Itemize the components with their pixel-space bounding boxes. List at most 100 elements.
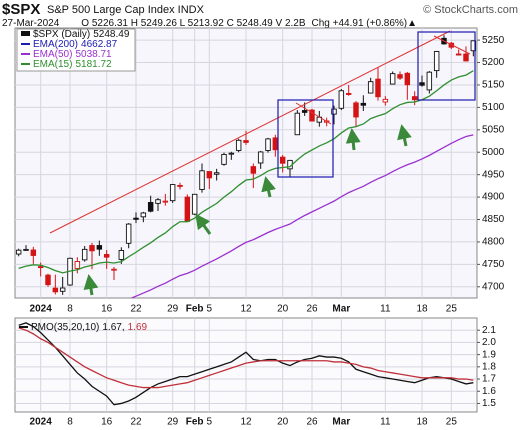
x-tick-label: 16 (101, 304, 113, 315)
series-line (18, 322, 474, 406)
candle-body (228, 152, 235, 155)
x-tick-label: Mar (332, 304, 350, 315)
candle-body (360, 102, 367, 106)
candle-body (118, 250, 125, 260)
candle-body (419, 82, 425, 86)
y-tick-label: 4800 (482, 237, 505, 248)
candle-body (162, 200, 169, 203)
x-tick-label: 26 (306, 304, 318, 315)
legend: PMO(35,20,10) 1.67, 1.69 (19, 322, 148, 333)
x-tick-label: 12 (240, 417, 252, 428)
candle-body (191, 193, 198, 215)
candle-body (389, 73, 396, 85)
legend-swatch (21, 31, 30, 36)
candle-body (272, 137, 279, 151)
series-line (18, 70, 474, 274)
legend-name: $SPX (Daily) (33, 29, 90, 40)
legend-box (16, 28, 136, 72)
x-tick-label: 12 (240, 304, 252, 315)
y-tick-label: 1.8 (482, 361, 496, 372)
candle-body (411, 96, 418, 101)
candle-body (59, 287, 66, 292)
y-tick-label: 5200 (482, 57, 505, 68)
x-tick-label: 16 (101, 417, 113, 428)
x-tick-label: 25 (446, 304, 458, 315)
candle-body (15, 249, 22, 255)
candle-body (125, 223, 132, 244)
candle-body (206, 171, 213, 179)
highlight-box (277, 99, 334, 178)
flag-line (295, 102, 332, 125)
candle-body (147, 202, 154, 212)
legend-name: EMA(15) (33, 59, 72, 70)
candle-body (177, 184, 183, 187)
x-tick-label: 5 (207, 304, 213, 315)
x-tick-label: 8 (67, 304, 73, 315)
candle-body (338, 90, 345, 109)
arrow (83, 274, 99, 296)
y-tick-label: 2.1 (482, 325, 496, 336)
x-tick-label: 20 (277, 304, 289, 315)
panel: 1.51.61.7 1.81.92.02.1 2024 8 16 22 29 Feb 5 12 20… (14, 317, 496, 428)
candle-body (250, 166, 257, 174)
candle-body (257, 151, 264, 164)
candle-body (426, 71, 433, 91)
panel: 4700 4750 4800 4850 4900 4950 5000 5050 5100 5150… (14, 27, 505, 315)
candle-body (463, 53, 469, 62)
x-tick-label: 20 (277, 417, 289, 428)
y-tick-label: 4700 (482, 281, 505, 292)
legend-value: 1.67, (102, 322, 124, 333)
candle-body (294, 112, 301, 136)
x-tick-label: 29 (167, 417, 179, 428)
symbol: $SPX (2, 1, 40, 18)
x-tick-label: 11 (380, 304, 391, 315)
candle-body (52, 287, 59, 293)
candle-body (169, 184, 176, 202)
candle-body (235, 139, 242, 151)
arrow (261, 176, 276, 198)
legend-value: 5181.72 (75, 59, 112, 70)
candle-body (397, 74, 403, 79)
candle-body (448, 42, 455, 48)
x-tick-label: 26 (306, 417, 318, 428)
x-tick-label: 2024 (30, 304, 53, 315)
candle-body (133, 217, 139, 220)
x-tick-label: 29 (167, 304, 179, 315)
plot-content (15, 35, 477, 298)
highlight-box (417, 31, 476, 101)
candle-body (213, 172, 220, 175)
candle-body (81, 248, 88, 261)
x-tick-label: 25 (446, 417, 458, 428)
quote-line: 27-Mar-2024 O 5226.31 H 5249.26 L 5213.92… (2, 18, 417, 29)
candle-body (111, 268, 117, 271)
x-tick-label: 8 (67, 417, 73, 428)
candle-body (470, 40, 477, 52)
candle-body (404, 72, 411, 86)
series-line (18, 327, 474, 389)
candle-body (243, 140, 249, 143)
x-tick-label: 22 (130, 417, 142, 428)
candle-body (382, 98, 389, 103)
candle-body (45, 274, 51, 286)
legend-name: EMA(50) (33, 49, 72, 60)
legend-entry: PMO(35,20,10) 1.67, 1.69 (31, 322, 148, 333)
legend-value: 4662.87 (81, 39, 118, 50)
candle-body (23, 248, 29, 251)
candle-body (37, 266, 44, 269)
candle-body (199, 170, 205, 190)
legend-value: 5248.49 (93, 29, 130, 40)
candle-body (74, 260, 81, 269)
x-tick-label: 5 (207, 417, 213, 428)
candle-body (96, 245, 103, 250)
candle-body (455, 53, 462, 56)
candle-body (433, 51, 440, 72)
flag-line (433, 35, 471, 55)
legend-value: 1.69 (128, 322, 148, 333)
legend-value: 5038.71 (75, 49, 112, 60)
y-tick-label: 1.7 (482, 374, 496, 385)
candle-body (155, 199, 161, 204)
panels: 4700 4750 4800 4850 4900 4950 5000 5050 5100 5150… (14, 27, 505, 428)
y-tick-label: 4900 (482, 192, 505, 203)
legend-entry: EMA(200) 4662.87 (33, 39, 118, 50)
